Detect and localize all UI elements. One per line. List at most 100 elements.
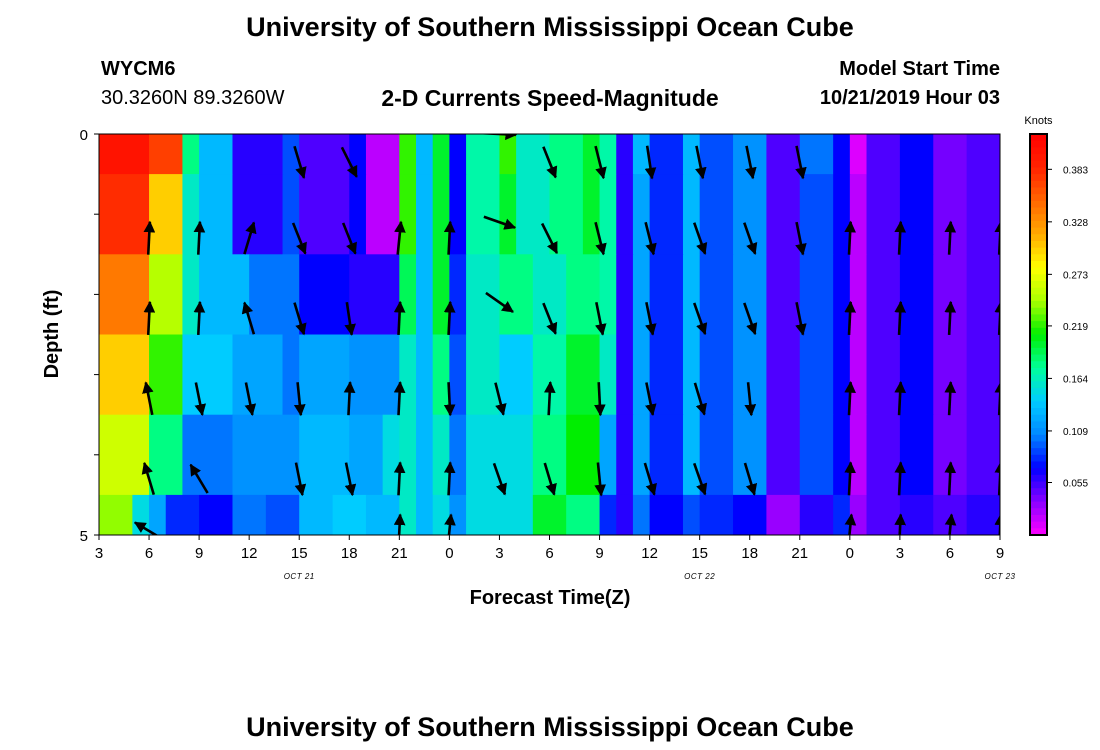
colorbar-swatch: [1030, 508, 1047, 516]
x-axis-label: Forecast Time(Z): [470, 587, 631, 609]
current-vector: [142, 381, 154, 416]
heatmap-cell: [532, 254, 567, 336]
heatmap-cell: [766, 414, 801, 496]
heatmap-cell: [616, 174, 634, 255]
current-vector: [542, 302, 558, 335]
heatmap-cell: [449, 174, 467, 255]
heatmap-cell: [766, 334, 801, 416]
heatmap-cell: [766, 254, 801, 336]
station-id: WYCM6: [101, 58, 176, 80]
colorbar-swatch: [1030, 401, 1047, 409]
current-vector: [542, 146, 558, 179]
current-vector: [243, 221, 257, 255]
current-vector: [994, 461, 1000, 496]
heatmap-cell: [149, 174, 184, 255]
colorbar-unit: Knots: [1024, 115, 1053, 127]
heatmap-cell: [699, 174, 734, 255]
colorbar-swatch: [1030, 301, 1047, 309]
y-tick-label: 5: [80, 528, 88, 545]
current-vector: [894, 513, 907, 535]
current-vector: [543, 381, 556, 416]
heatmap-cell: [499, 334, 534, 416]
current-vector: [944, 513, 957, 535]
current-vector: [443, 300, 456, 336]
heatmap-cell: [99, 334, 150, 416]
colorbar-swatch: [1030, 421, 1047, 429]
heatmap-cell: [149, 134, 184, 175]
colorbar-swatch: [1030, 448, 1047, 456]
heatmap-cell: [466, 254, 501, 336]
heatmap-cell: [632, 134, 651, 175]
x-tick-label: 3: [95, 545, 103, 562]
current-vector: [393, 381, 406, 416]
heatmap-cell: [699, 134, 734, 175]
heatmap-cell: [349, 174, 367, 255]
heatmap-cell: [382, 414, 400, 496]
current-vector: [294, 462, 307, 497]
colorbar-swatch: [1030, 154, 1047, 162]
colorbar-swatch: [1030, 494, 1047, 503]
colorbar-swatch: [1030, 514, 1047, 523]
heatmap-cell: [966, 414, 1000, 496]
heatmap-cell: [766, 174, 801, 255]
colorbar-swatch: [1030, 434, 1047, 443]
colorbar-frame: [1029, 133, 1048, 536]
axes: 3 6 9 12 15 18 21 0 3 6 9 12 15 18 21 0 3 6 9 OCT 21 OCT 22 O…: [80, 127, 1015, 581]
heatmap-cell: [632, 334, 651, 416]
colorbar-swatch: [1030, 428, 1047, 436]
colorbar-swatch: [1030, 521, 1047, 529]
heatmap-cell: [799, 134, 834, 175]
heatmap-cell: [199, 174, 234, 255]
heatmap-cell: [616, 334, 634, 416]
current-vector: [443, 220, 456, 255]
current-vector: [944, 220, 957, 255]
heatmap-cell: [99, 254, 150, 336]
heatmap-cell: [499, 174, 517, 255]
colorbar-swatch: [1030, 408, 1047, 416]
top-title: University of Southern Mississippi Ocean…: [246, 12, 854, 42]
colorbar-swatch: [1030, 347, 1047, 356]
heatmap-cell: [499, 414, 534, 496]
heatmap-cell: [799, 254, 834, 336]
heatmap-cell: [649, 254, 684, 336]
heatmap-cell: [833, 334, 851, 416]
heatmap-cell: [499, 254, 534, 336]
heatmap-cell: [849, 134, 868, 175]
heatmap-cell: [616, 414, 634, 496]
heatmap-cell: [682, 334, 701, 416]
heatmap-cell: [682, 494, 701, 535]
current-vector: [193, 300, 206, 336]
current-vector: [644, 221, 657, 256]
heatmap-cell: [566, 254, 601, 336]
heatmap-cell: [449, 134, 467, 175]
current-vector: [543, 462, 557, 496]
heatmap-cell: [449, 254, 467, 336]
colorbar-tick-label: 0.164: [1063, 374, 1088, 385]
x-tick-label: 9: [195, 545, 203, 562]
colorbar-swatch: [1030, 394, 1047, 402]
current-vectors: [133, 134, 1000, 535]
heatmap-cell: [599, 134, 617, 175]
colorbar-tick-label: 0.055: [1063, 478, 1088, 489]
heatmap-cell: [866, 254, 901, 336]
colorbar-swatch: [1030, 381, 1047, 389]
heatmap-cell: [349, 414, 384, 496]
heatmap-cell: [866, 334, 901, 416]
current-vector: [743, 302, 758, 336]
current-vector: [795, 302, 807, 336]
heatmap-cell: [416, 254, 434, 336]
colorbar-tick-label: 0.328: [1063, 218, 1088, 229]
heatmap-cell: [833, 134, 851, 175]
current-vector: [894, 381, 907, 416]
colorbar-swatch: [1030, 207, 1047, 215]
heatmap-cell: [416, 414, 434, 496]
current-vector: [844, 461, 856, 496]
heatmap-cell: [432, 254, 450, 336]
current-vector: [482, 134, 518, 141]
current-vector: [695, 145, 707, 180]
x-tick-label: 0: [445, 545, 453, 562]
bottom-title: University of Southern Mississippi Ocean…: [246, 712, 854, 742]
heatmap-cell: [449, 334, 467, 416]
x-tick-label: 3: [495, 545, 503, 562]
heatmap-cell: [682, 174, 701, 255]
